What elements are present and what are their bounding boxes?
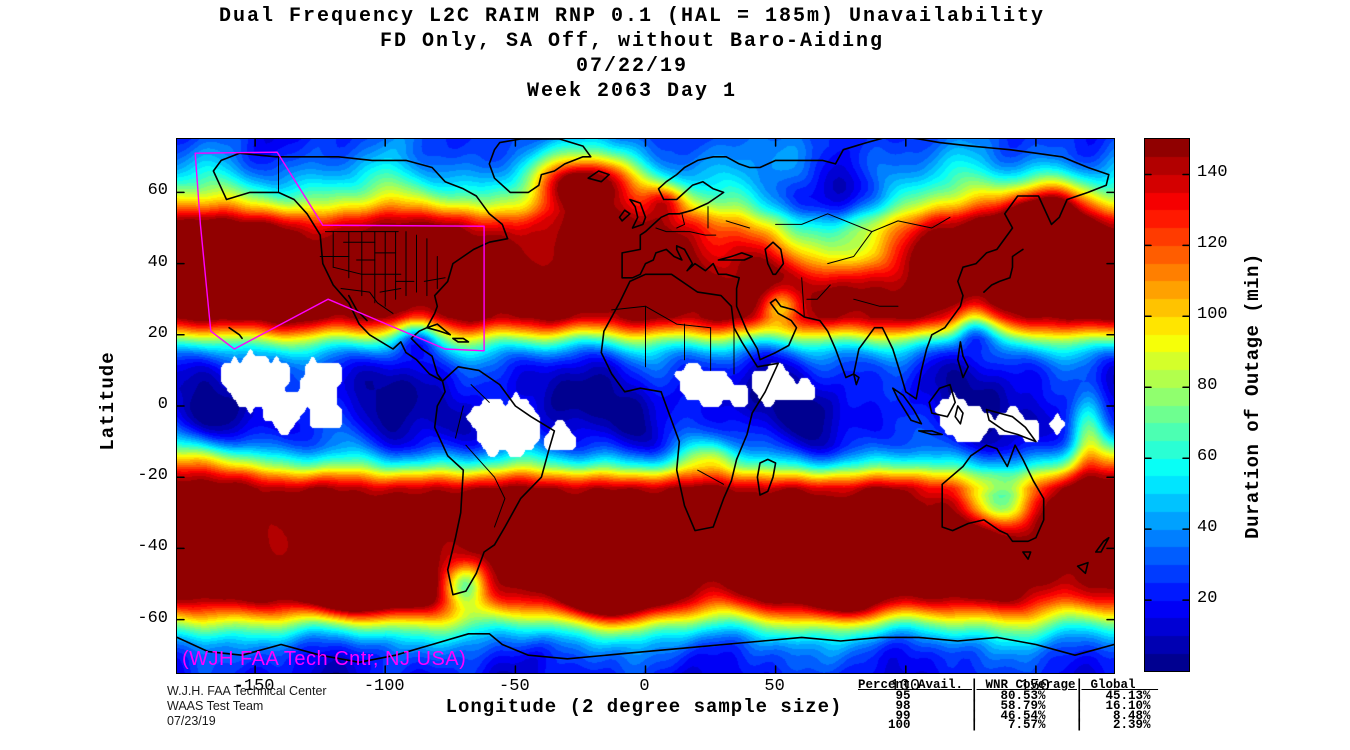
y-tick-label: -60 [137, 608, 168, 628]
coastline-path [954, 405, 964, 425]
footer-line-2: WAAS Test Team [167, 699, 264, 713]
coastline-path [717, 252, 753, 261]
colorbar-tick-label: 140 [1197, 163, 1228, 183]
footer-credit: W.J.H. FAA Technical Center WAAS Test Te… [167, 684, 327, 729]
coastline-path [587, 170, 610, 183]
axis-inner-ticks [177, 139, 1114, 673]
coastline-path [918, 430, 943, 436]
coastline-path [618, 209, 631, 222]
border-path [455, 405, 464, 439]
waas-service-boundary [194, 151, 485, 352]
border-path [853, 298, 899, 307]
border-path [611, 305, 712, 329]
colorbar-ticks-svg [1145, 173, 1189, 601]
coastline-path [852, 373, 860, 386]
coastline-path [629, 198, 647, 229]
coastline-path [892, 387, 923, 425]
colorbar-tick-label: 80 [1197, 376, 1218, 396]
coastline-path [756, 458, 777, 496]
x-tick-label: -100 [363, 677, 405, 696]
title-line-3: 07/22/19 [575, 55, 688, 78]
coastline-path [1095, 536, 1110, 553]
coastline-path [764, 241, 785, 276]
border-path [465, 444, 506, 528]
x-tick-label: 100 [889, 677, 921, 696]
border-path [801, 277, 805, 318]
border-path [725, 220, 751, 229]
coastline-path [1022, 551, 1032, 560]
coastline-path [621, 139, 1110, 400]
x-tick-label: 50 [764, 677, 785, 696]
border-path [827, 231, 873, 265]
colorbar-label: Duration of Outage (min) [1242, 253, 1264, 539]
watermark-text: (WJH FAA Tech Cntr, NJ USA) [182, 648, 467, 670]
coastline-path [1076, 561, 1089, 575]
coastline-path [228, 326, 243, 340]
stats-table-header: Percent Avail. | WNR Coverage| Global___ [858, 678, 1159, 692]
coastline-path [957, 341, 969, 379]
border-path [470, 384, 490, 403]
x-tick-label: -150 [233, 677, 275, 696]
border-path [775, 213, 873, 233]
coastline-path [600, 273, 779, 532]
coastline-path [433, 366, 556, 596]
title-line-2: FD Only, SA Off, without Baro-Aiding [379, 30, 885, 53]
border-path [655, 227, 717, 236]
y-tick-label: 40 [147, 252, 168, 272]
colorbar [1144, 138, 1190, 672]
map-overlay-svg [177, 139, 1114, 673]
coastline-path [177, 633, 1114, 664]
border-path [676, 213, 685, 229]
title-line-4: Week 2063 Day 1 [526, 80, 738, 103]
stats-table-rows: 95 | 80.53% | 45.13% 98 | 58.79% | 16.10… [888, 689, 1151, 733]
border-path [340, 288, 394, 314]
y-tick-label: 60 [147, 181, 168, 201]
chart-title: Dual Frequency L2C RAIM RNP 0.1 (HAL = 1… [132, 4, 1132, 104]
footer-line-3: 07/23/19 [167, 714, 216, 728]
border-path [806, 284, 831, 300]
border-path [697, 469, 725, 485]
y-axis-label: Latitude [97, 351, 119, 451]
x-tick-label: -50 [499, 677, 530, 696]
y-tick-label: -20 [137, 466, 168, 486]
colorbar-tick-label: 60 [1197, 447, 1218, 467]
world-outage-heatmap: (WJH FAA Tech Cntr, NJ USA) [176, 138, 1115, 674]
coastline-path [348, 294, 368, 322]
colorbar-tick-label: 100 [1197, 305, 1228, 325]
coastline-path [928, 383, 956, 418]
y-tick-label: 20 [147, 323, 168, 343]
title-line-1: Dual Frequency L2C RAIM RNP 0.1 (HAL = 1… [218, 5, 1046, 28]
coastline-path [488, 139, 592, 194]
colorbar-canvas [1145, 139, 1189, 671]
colorbar-tick-label: 120 [1197, 234, 1228, 254]
y-tick-label: 0 [157, 395, 168, 414]
coastline-path [941, 444, 1045, 543]
coastline-path [212, 152, 509, 382]
border-path [379, 288, 402, 293]
x-axis-label: Longitude (2 degree sample size) [445, 696, 843, 718]
border-path [332, 266, 363, 275]
x-tick-label: 150 [1019, 677, 1051, 696]
x-tick-label: 0 [639, 677, 650, 696]
coastline-path [985, 408, 1037, 443]
colorbar-inner-ticks [1145, 173, 1189, 601]
stats-table: Percent Avail. | WNR Coverage| Global___… [858, 678, 1159, 733]
y-tick-label: -40 [137, 537, 168, 557]
border-path [423, 277, 446, 282]
coastline-path [452, 337, 470, 343]
border-path [871, 216, 951, 233]
colorbar-tick-label: 20 [1197, 589, 1218, 609]
colorbar-tick-label: 40 [1197, 518, 1218, 538]
footer-line-1: W.J.H. FAA Technical Center [167, 684, 327, 698]
coastline-path [983, 248, 1024, 293]
coastline-path [426, 323, 452, 336]
